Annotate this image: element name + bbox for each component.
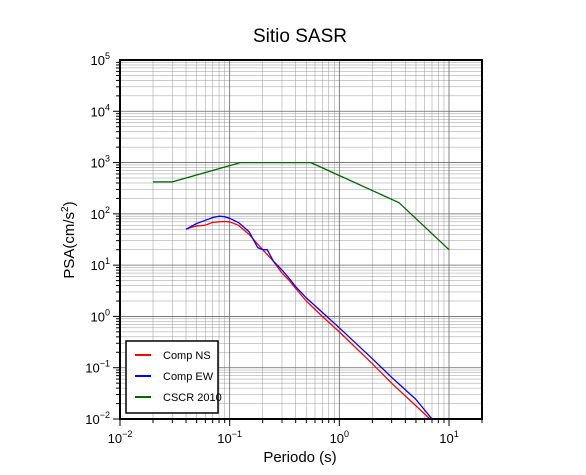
y-tick-base: 10 <box>91 309 105 324</box>
legend-label: Comp EW <box>163 371 214 383</box>
y-axis-label-main: PSA(cm/s <box>61 212 78 279</box>
chart-title: Sitio SASR <box>253 26 347 47</box>
y-tick-exponent: 0 <box>105 307 110 317</box>
y-tick-exponent: 3 <box>105 154 110 164</box>
x-axis-label: Periodo (s) <box>263 449 336 466</box>
y-tick-label: 105 <box>91 51 110 68</box>
y-tick-base: 10 <box>91 53 105 68</box>
y-axis-label-close: ) <box>61 201 78 206</box>
y-tick-exponent: 1 <box>105 256 110 266</box>
series-line-comp-ns <box>185 220 431 419</box>
legend-label: CSCR 2010 <box>163 392 222 404</box>
y-tick-label: 102 <box>91 205 110 222</box>
y-tick-exponent: −1 <box>100 359 110 369</box>
y-tick-label: 10−2 <box>85 410 110 427</box>
x-tick-label: 10−2 <box>108 429 133 446</box>
x-tick-exponent: −1 <box>232 429 242 439</box>
y-tick-label: 104 <box>91 102 110 119</box>
y-tick-exponent: −2 <box>100 410 110 420</box>
plot-frame <box>119 59 483 420</box>
x-tick-exponent: 1 <box>454 429 459 439</box>
y-tick-base: 10 <box>91 156 105 171</box>
y-tick-base: 10 <box>91 207 105 222</box>
x-tick-base: 10 <box>439 431 453 446</box>
y-tick-base: 10 <box>85 412 99 427</box>
series-line-comp-ew <box>185 215 433 419</box>
x-tick-base: 10 <box>330 431 344 446</box>
y-tick-base: 10 <box>91 258 105 273</box>
y-tick-base: 10 <box>91 104 105 119</box>
y-axis-label-superscript: 2 <box>60 206 71 212</box>
legend-label: Comp NS <box>163 350 211 362</box>
y-tick-label: 10−1 <box>85 359 110 376</box>
series-lines <box>153 161 450 419</box>
y-tick-label: 103 <box>91 154 110 171</box>
x-tick-label: 100 <box>330 429 349 446</box>
y-tick-exponent: 5 <box>105 51 110 61</box>
x-tick-label: 10−1 <box>217 429 242 446</box>
x-tick-exponent: 0 <box>344 429 349 439</box>
legend: Comp NS Comp EW CSCR 2010 <box>125 340 222 414</box>
x-tick-label: 101 <box>439 429 458 446</box>
y-tick-label: 100 <box>91 307 110 324</box>
x-tick-exponent: −2 <box>122 429 132 439</box>
y-tick-base: 10 <box>85 361 99 376</box>
x-tick-base: 10 <box>217 431 231 446</box>
y-axis-label: PSA(cm/s2) <box>60 201 78 278</box>
y-tick-label: 101 <box>91 256 110 273</box>
minor-grid <box>120 60 483 419</box>
y-tick-exponent: 4 <box>105 102 110 112</box>
series-line-cscr-2010 <box>153 161 450 251</box>
x-tick-base: 10 <box>108 431 122 446</box>
y-tick-exponent: 2 <box>105 205 110 215</box>
